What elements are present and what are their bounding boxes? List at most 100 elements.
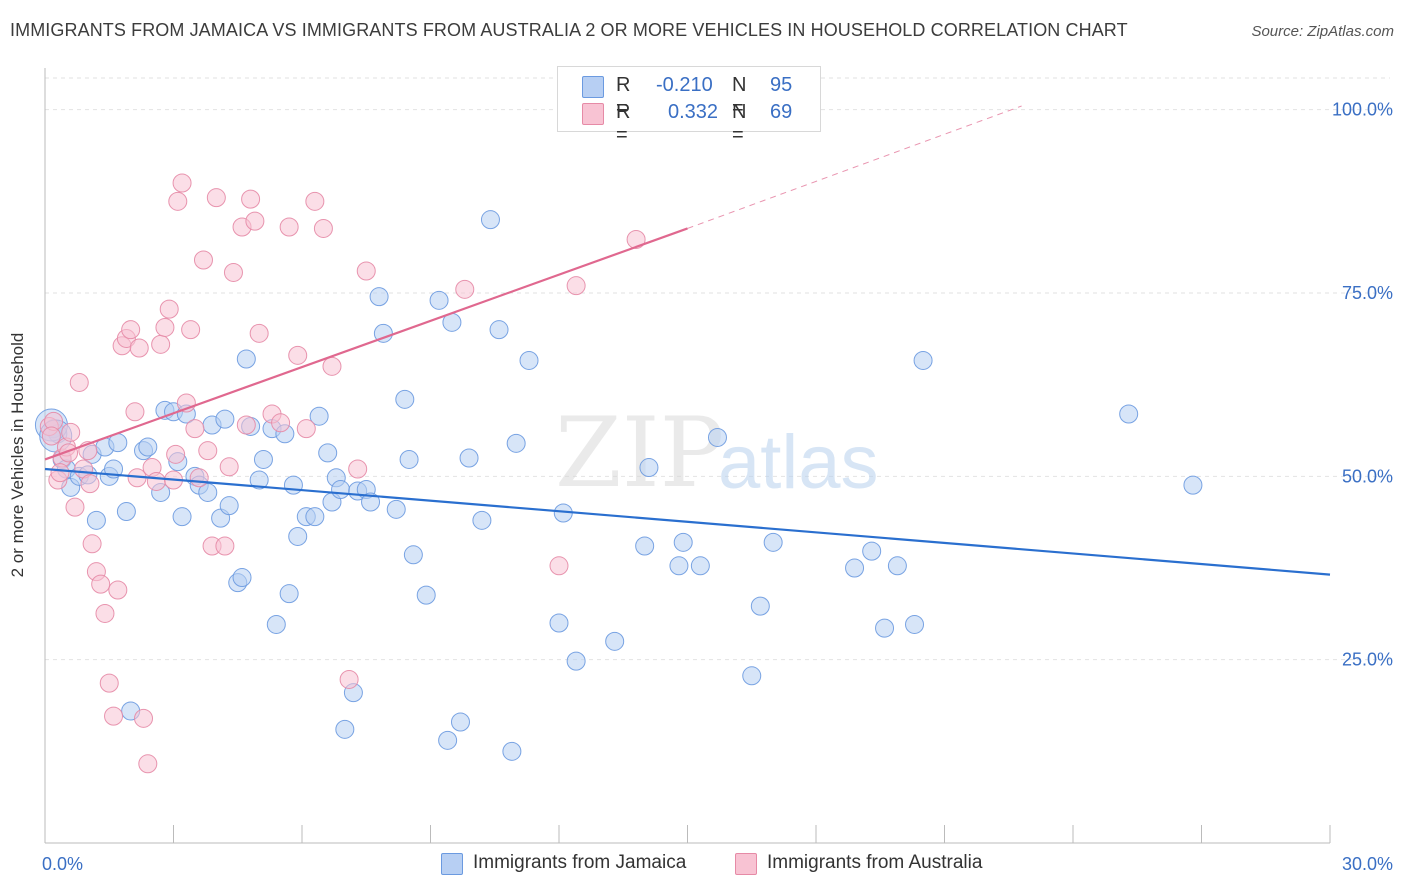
jamaica-point: [673, 532, 693, 552]
jamaica-point: [236, 349, 256, 369]
jamaica-point: [318, 443, 338, 463]
australia-point: [41, 426, 61, 446]
australia-point: [104, 706, 124, 726]
jamaica-point: [750, 596, 770, 616]
australia-point: [155, 317, 175, 337]
jamaica-point: [399, 449, 419, 469]
jamaica-point: [219, 496, 239, 516]
jamaica-point: [480, 210, 500, 230]
australia-point: [215, 536, 235, 556]
australia-point: [138, 754, 158, 774]
australia-point: [241, 189, 261, 209]
x-tick-label: 30.0%: [1342, 854, 1393, 874]
tick-labels: 25.0% 50.0% 75.0% 100.0% 0.0% 30.0%: [42, 100, 1393, 874]
australia-point: [279, 217, 299, 237]
australia-point: [185, 419, 205, 439]
australia-point: [249, 323, 269, 343]
jamaica-point: [249, 470, 269, 490]
y-tick-label: 100.0%: [1332, 100, 1393, 120]
jamaica-trend-line: [44, 467, 1331, 576]
jamaica-point: [429, 290, 449, 310]
watermark-atlas: atlas: [718, 420, 879, 505]
jamaica-point: [502, 741, 522, 761]
australia-point: [108, 580, 128, 600]
jamaica-point: [913, 350, 933, 370]
australia-point: [125, 402, 145, 422]
jamaica-point: [215, 409, 235, 429]
australia-point: [168, 191, 188, 211]
trend-lines: [44, 105, 1331, 576]
r-label: R =: [616, 101, 631, 146]
axes: [44, 68, 1331, 844]
x-tick-label: 0.0%: [42, 854, 83, 874]
australia-point: [455, 279, 475, 299]
jamaica-point: [335, 719, 355, 739]
jamaica-point: [742, 666, 762, 686]
n-value: 95: [770, 74, 793, 96]
australia-point: [95, 603, 115, 623]
jamaica-point: [639, 458, 659, 478]
jamaica-point: [386, 499, 406, 519]
australia-point: [61, 422, 81, 442]
jamaica-point: [1183, 475, 1203, 495]
r-value: 0.332: [668, 101, 719, 123]
australia-point: [549, 556, 569, 576]
australia-swatch: [735, 853, 757, 875]
jamaica-point: [309, 406, 329, 426]
jamaica-point: [707, 427, 727, 447]
australia-swatch: [582, 103, 604, 125]
jamaica-point: [635, 536, 655, 556]
jamaica-point: [506, 433, 526, 453]
jamaica-point: [416, 585, 436, 605]
n-value: 69: [770, 101, 793, 123]
r-label: R =: [616, 74, 631, 119]
jamaica-point: [86, 510, 106, 530]
australia-point: [121, 320, 141, 340]
n-label: N =: [732, 101, 747, 146]
australia-point: [82, 534, 102, 554]
australia-point: [313, 218, 333, 238]
australia-point: [181, 320, 201, 340]
watermark: ZIP atlas: [555, 397, 879, 509]
australia-point: [134, 708, 154, 728]
jamaica-point: [566, 651, 586, 671]
australia-trend-extension: [687, 105, 1022, 229]
australia-point: [159, 299, 179, 319]
jamaica-point: [279, 584, 299, 604]
australia-point: [50, 463, 70, 483]
legend-label-jamaica: Immigrants from Jamaica: [473, 852, 687, 873]
jamaica-point: [361, 492, 381, 512]
jamaica-point: [450, 712, 470, 732]
australia-point: [151, 334, 171, 354]
jamaica-point: [763, 532, 783, 552]
australia-point: [305, 191, 325, 211]
australia-point: [288, 345, 308, 365]
jamaica-point: [438, 730, 458, 750]
australia-point: [236, 415, 256, 435]
legend-label-australia: Immigrants from Australia: [767, 852, 983, 873]
jamaica-point: [887, 556, 907, 576]
jamaica-point: [395, 389, 415, 409]
jamaica-point: [1119, 404, 1139, 424]
australia-point: [566, 276, 586, 296]
jamaica-point: [138, 437, 158, 457]
australia-point: [189, 468, 209, 488]
australia-point: [339, 669, 359, 689]
jamaica-point: [690, 556, 710, 576]
watermark-zip: ZIP: [555, 397, 724, 509]
australia-point: [206, 188, 226, 208]
jamaica-point: [266, 614, 286, 634]
jamaica-point: [459, 448, 479, 468]
australia-point: [166, 444, 186, 464]
jamaica-point: [403, 545, 423, 565]
jamaica-point: [549, 613, 569, 633]
y-tick-label: 50.0%: [1342, 466, 1393, 486]
r-value: -0.210: [656, 74, 713, 96]
australia-point: [172, 173, 192, 193]
chart-title: IMMIGRANTS FROM JAMAICA VS IMMIGRANTS FR…: [10, 20, 1128, 40]
australia-point: [296, 419, 316, 439]
jamaica-point: [489, 320, 509, 340]
jamaica-point: [845, 558, 865, 578]
australia-point: [219, 457, 239, 477]
australia-point: [146, 471, 166, 491]
